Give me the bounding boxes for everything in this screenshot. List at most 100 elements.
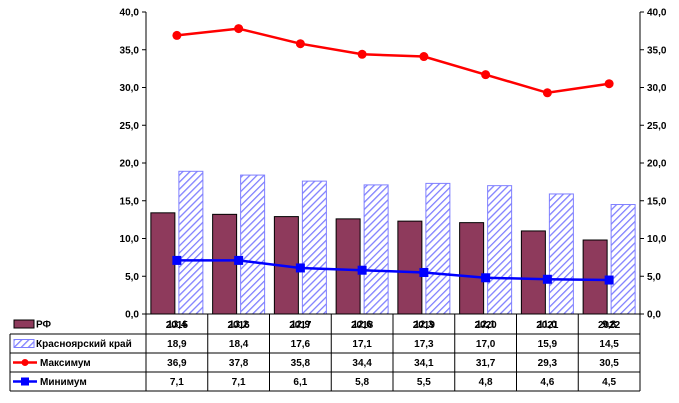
bar-krasnoyarsk [178,170,204,315]
legend-key-krasnoyarsk [13,339,35,348]
legend-label: Минимум [40,377,87,388]
x-tick-label: 2018 [351,320,374,331]
point-maximum [234,24,244,34]
point-maximum [604,79,614,89]
legend-key-rf [13,319,35,329]
x-tick-label: 2022 [598,320,621,331]
data-label: 29,3 [538,358,558,369]
bar-krasnoyarsk [240,174,266,315]
plot-area: 0,0 0,0 5,0 5,0 10,0 10,0 15,0 15,0 20,0 20,0 25,0… [120,8,667,321]
data-label: 4,8 [479,377,493,388]
y-tick-label-right: 20,0 [647,159,667,170]
bar-krasnoyarsk [548,193,574,315]
bar-rf [459,222,485,315]
data-label: 34,1 [414,358,434,369]
data-label: 37,8 [229,358,249,369]
y-tick-label-right: 25,0 [647,121,667,132]
legend-key-minimum-marker [21,377,29,386]
data-label: 12,9 [291,320,311,331]
data-label: 12,1 [476,320,496,331]
data-label: 35,8 [291,358,311,369]
data-label: 13,4 [167,320,187,331]
y-tick-label-left: 25,0 [120,121,140,132]
legend-label: Красноярский край [36,339,132,350]
data-label: 12,3 [414,320,434,331]
data-label: 6,1 [293,377,307,388]
x-tick-label: 2015 [166,320,189,331]
y-tick-label-left: 30,0 [120,83,140,94]
data-label: 4,6 [540,377,554,388]
data-label: 18,9 [167,339,187,350]
point-maximum [357,49,367,59]
bar-rf [212,213,238,315]
point-maximum [542,88,552,98]
y-tick-label-left: 15,0 [120,196,140,207]
point-maximum [419,52,429,62]
x-tick-label: 2016 [228,320,251,331]
bar-rf [150,212,176,315]
point-maximum [172,30,182,40]
y-tick-label-right: 15,0 [647,196,667,207]
bar-krasnoyarsk [301,180,327,315]
x-tick-label: 2019 [413,320,436,331]
point-minimum [604,275,614,285]
y-tick-label-right: 35,0 [647,45,667,56]
y-tick-label-left: 40,0 [120,8,140,19]
data-label: 12,6 [352,320,372,331]
bar-rf [520,230,546,315]
line-minimum [176,259,610,282]
bar-krasnoyarsk [487,185,513,315]
line-maximum [176,27,610,95]
data-label: 5,8 [355,377,369,388]
legend-label: Максимум [40,358,91,369]
y-tick-label-left: 35,0 [120,45,140,56]
bar-krasnoyarsk [610,204,636,315]
point-maximum [481,70,491,80]
data-label: 31,7 [476,358,496,369]
y-tick-label-left: 20,0 [120,159,140,170]
data-label: 17,0 [476,339,496,350]
point-minimum [172,255,182,265]
y-tick-label-right: 0,0 [647,310,661,321]
data-label: 17,3 [414,339,434,350]
bar-krasnoyarsk [425,182,451,315]
data-table: 2015 2016 2017 2018 2019 2020 2021 2022 РФ 13,4 13… [9,313,641,392]
bar-krasnoyarsk [363,184,389,315]
legend-key-maximum-marker [21,359,29,366]
point-minimum [357,265,367,275]
point-minimum [481,273,491,283]
data-label: 30,5 [599,358,619,369]
data-label: 7,1 [170,377,184,388]
x-tick-label: 2017 [289,320,312,331]
data-label: 17,1 [352,339,372,350]
data-label: 14,5 [599,339,619,350]
bar-rf [582,239,608,315]
x-tick-label: 2021 [536,320,559,331]
data-label: 13,2 [229,320,249,331]
data-label: 7,1 [232,377,246,388]
data-label: 18,4 [229,339,249,350]
bar-rf [335,218,361,315]
point-minimum [419,267,429,277]
y-tick-label-left: 10,0 [120,234,140,245]
y-tick-label-right: 5,0 [647,272,661,283]
point-minimum [234,255,244,265]
y-tick-label-left: 5,0 [125,272,139,283]
data-label: 4,5 [602,377,616,388]
data-label: 11,0 [538,320,557,331]
data-label: 34,4 [352,358,372,369]
y-tick-label-right: 40,0 [647,8,667,19]
y-tick-label-right: 10,0 [647,234,667,245]
legend-label: РФ [36,320,52,331]
y-tick-label-left: 0,0 [125,310,139,321]
point-minimum [295,263,305,273]
data-label: 5,5 [417,377,431,388]
data-label: 36,9 [167,358,187,369]
data-label: 9,8 [602,320,616,331]
point-maximum [295,39,305,49]
data-label: 15,9 [538,339,558,350]
x-tick-label: 2020 [475,320,498,331]
bar-rf [397,220,423,315]
point-minimum [542,274,552,284]
